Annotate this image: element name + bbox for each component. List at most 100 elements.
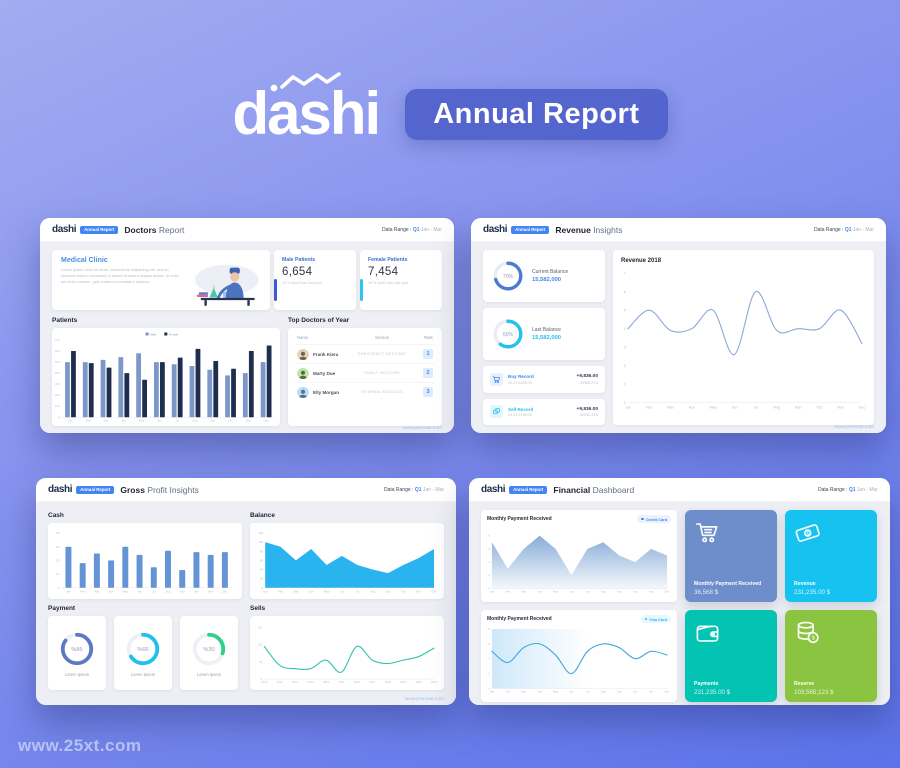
data-range-selector[interactable]: Data Range : Q1 Jan - Mar <box>817 486 878 493</box>
current-balance-value: 15,582,000 <box>532 277 562 284</box>
panel-footer-link[interactable]: www.premast.com <box>402 426 442 431</box>
badge-dot <box>641 517 644 521</box>
svg-text:Feb: Feb <box>506 690 511 694</box>
svg-text:Jul: Jul <box>586 690 590 694</box>
data-range-selector[interactable]: Data Range : Q1 Jan - Mar <box>813 226 874 233</box>
svg-text:Jan: Jan <box>625 405 631 409</box>
svg-text:Mar: Mar <box>667 405 674 409</box>
reserve-card[interactable]: $ Reserve 103,565,123 $ <box>785 610 877 702</box>
svg-text:Jan: Jan <box>263 589 268 593</box>
svg-text:Nov: Nov <box>649 690 654 694</box>
panel-title: Financial Dashboard <box>553 484 635 495</box>
svg-text:400: 400 <box>55 371 60 375</box>
buy-record-total: 50566.23 $ <box>580 380 598 385</box>
visa-card-badge[interactable]: Visa Card <box>640 615 671 623</box>
col-rate: Rate <box>424 335 433 340</box>
panel-title: Gross Profit Insights <box>120 484 199 495</box>
svg-text:Apr: Apr <box>109 589 114 593</box>
svg-text:4: 4 <box>488 560 490 564</box>
panel-logo-badge: Annual Report <box>509 485 548 494</box>
avatar <box>297 348 309 360</box>
female-accent-bar <box>360 279 363 301</box>
rate-badge: 3 <box>423 387 433 397</box>
panel-title: Revenue Insights <box>555 224 623 235</box>
panel-footer-link[interactable]: www.premast.com <box>404 697 444 702</box>
medical-clinic-card: Medical Clinic Lorem ipsum dolor sit ame… <box>52 250 270 310</box>
sells-section-label: Sells <box>250 605 266 612</box>
donut-caption: Lorem Ipsem <box>130 671 156 677</box>
medical-clinic-title: Medical Clinic <box>61 257 108 264</box>
svg-text:Sep: Sep <box>617 590 622 594</box>
svg-text:Jun: Jun <box>157 418 162 422</box>
medical-clinic-text: Lorem ipsum dolor sit amet, consectetur … <box>61 267 179 285</box>
svg-text:Dec: Dec <box>431 589 437 593</box>
buy-record-row[interactable]: Buy Record 09-23 03:55:25 +9,836.00 5056… <box>483 366 605 393</box>
svg-text:70%: 70% <box>503 274 514 280</box>
svg-text:2021: 2021 <box>431 680 437 684</box>
svg-text:Jun: Jun <box>731 405 737 409</box>
watermark: www.25xt.com <box>18 736 142 755</box>
revenue-chart-title: Revenue 2018 <box>621 258 662 264</box>
male-patients-card: Male Patients 6,654 20 % More than last … <box>274 250 356 310</box>
svg-text:Apr: Apr <box>538 690 542 694</box>
svg-text:Jul: Jul <box>175 418 179 422</box>
svg-text:Jul: Jul <box>753 405 758 409</box>
svg-text:2017: 2017 <box>369 680 375 684</box>
revenue-card[interactable]: $ Revenue 231,235.00 $ <box>785 510 877 602</box>
svg-text:4: 4 <box>488 657 490 661</box>
svg-text:Jun: Jun <box>569 690 574 694</box>
credit-card-badge[interactable]: Credit Card <box>637 515 671 523</box>
monthly-payment-chart-card-2: Monthly Payment Received Visa Card 0 2 4 6 8… <box>481 610 677 702</box>
svg-text:Feb: Feb <box>506 590 511 594</box>
balance-section-label: Balance <box>250 512 275 519</box>
data-range-selector[interactable]: Data Range : Q1 Jan - Mar <box>381 226 442 233</box>
patients-chart-card: 0 100 200 300 400 500 600 700 Jan Feb Mar Apr May Jun… <box>52 328 280 426</box>
svg-text:6: 6 <box>488 642 490 646</box>
rate-badge: 1 <box>423 349 433 359</box>
svg-text:Jul: Jul <box>355 589 359 593</box>
svg-text:2: 2 <box>488 672 490 676</box>
rate-badge: 2 <box>423 368 433 378</box>
svg-text:Dec: Dec <box>665 690 670 694</box>
panel-body: Monthly Payment Received Credit Card 0 2 4… <box>469 502 890 705</box>
sell-record-row[interactable]: Sell Record 09-23 03:55:25 +9,836.00 505… <box>483 398 605 425</box>
table-row: Elly Morgan INTERNAL MEDICINE 3 <box>295 382 435 401</box>
panel-logo-badge: Annual Report <box>80 225 119 234</box>
dashi-logo-text: dashi <box>232 80 382 147</box>
payment-donut-card: %30 Lorem Ipsem <box>180 616 238 690</box>
svg-text:5: 5 <box>624 309 626 313</box>
cart-icon <box>695 523 718 543</box>
svg-text:Feb: Feb <box>80 589 86 593</box>
logo-squiggle-icon <box>270 72 341 92</box>
svg-text:Sep: Sep <box>385 589 391 593</box>
sell-squares-icon <box>490 405 503 419</box>
svg-text:80: 80 <box>260 549 264 553</box>
revenue-line-chart: 0 1 2 3 4 5 6 7 Jan Feb Mar Apr May Jun Jul Aug Sep Oct No… <box>624 272 866 410</box>
svg-text:Apr: Apr <box>689 405 696 409</box>
svg-text:$: $ <box>806 530 812 537</box>
monthly-payment-card[interactable]: Monthly Payment Received 36,568 $ <box>685 510 777 602</box>
svg-text:Mar: Mar <box>293 589 298 593</box>
top-doctors-section-label: Top Doctors of Year <box>288 317 350 324</box>
svg-text:120: 120 <box>258 531 263 535</box>
svg-text:$: $ <box>812 636 816 642</box>
svg-text:Oct: Oct <box>401 589 406 593</box>
card-label: Reserve <box>794 680 815 687</box>
last-balance-value: 15,582,000 <box>532 335 562 342</box>
svg-text:Nov: Nov <box>208 589 214 593</box>
svg-text:2014: 2014 <box>323 680 329 684</box>
svg-text:Mar: Mar <box>94 589 99 593</box>
payments-card[interactable]: Payments 231,235.00 $ <box>685 610 777 702</box>
panel-footer-link[interactable]: www.premast.com <box>834 425 874 430</box>
svg-text:6: 6 <box>624 290 626 294</box>
svg-text:2: 2 <box>488 573 490 577</box>
doctor-name: Frank Kiera <box>313 351 339 357</box>
svg-text:Female: Female <box>169 332 179 336</box>
svg-text:%66: %66 <box>137 647 148 653</box>
male-patients-subtext: 20 % More than last year <box>282 280 322 285</box>
payment-donut-66: %66 <box>126 632 160 665</box>
sell-record-label: Sell Record <box>508 406 534 412</box>
data-range-selector[interactable]: Data Range : Q1 Jan - Mar <box>383 486 444 493</box>
svg-text:Aug: Aug <box>773 405 780 409</box>
male-accent-bar <box>274 279 277 301</box>
